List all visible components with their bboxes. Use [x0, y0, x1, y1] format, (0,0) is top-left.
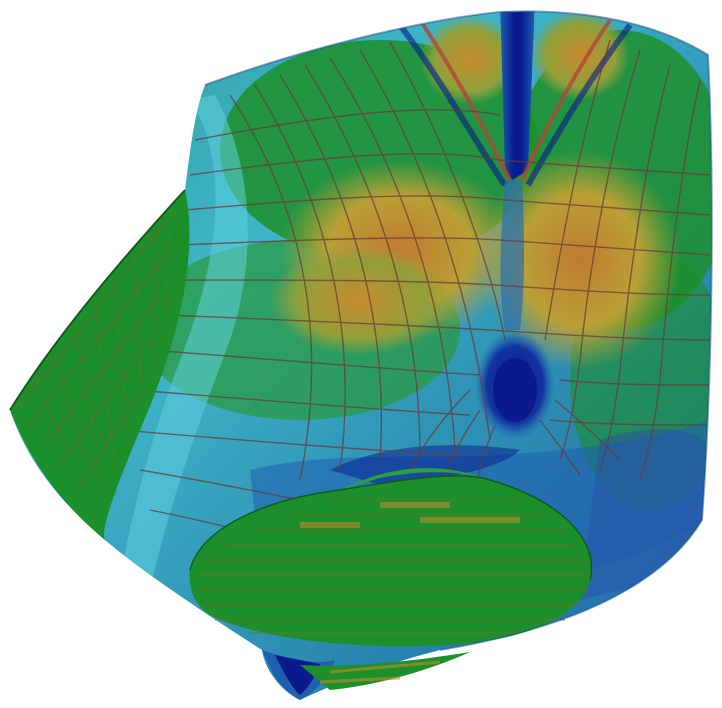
left-green-flap — [9, 189, 190, 540]
grid-lines — [119, 39, 711, 541]
bottom-green-ellipse — [189, 468, 593, 647]
bottom-tip — [262, 650, 470, 700]
outline-edge — [204, 10, 713, 651]
